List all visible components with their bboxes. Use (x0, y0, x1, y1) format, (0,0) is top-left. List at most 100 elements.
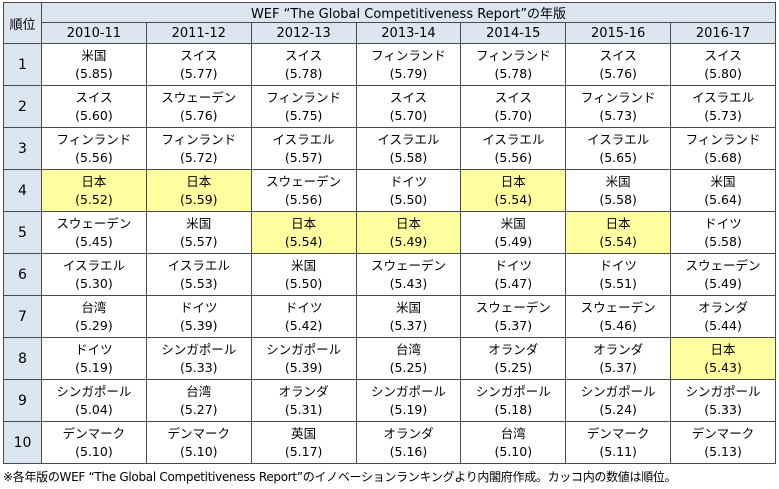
year-header: 2016-17 (670, 22, 776, 44)
table-cell: イスラエル (5.73) (670, 85, 776, 128)
score-value: (5.11) (599, 443, 637, 459)
table-cell: 台湾 (5.29) (41, 295, 147, 338)
country-name: スイス (75, 89, 113, 105)
table-cell: ドイツ (5.47) (460, 253, 567, 296)
table-cell-highlighted: 日本 (5.54) (460, 169, 567, 212)
table-cell: スイス (5.80) (670, 43, 776, 86)
country-name: 日本 (605, 215, 631, 231)
score-value: (5.25) (494, 359, 533, 375)
country-name: 台湾 (395, 341, 421, 357)
year-header: 2013-14 (355, 22, 462, 44)
score-value: (5.29) (75, 317, 113, 333)
country-name: ドイツ (75, 341, 113, 357)
country-name: フィンランド (685, 131, 761, 147)
country-name: イスラエル (62, 257, 125, 273)
score-value: (5.68) (704, 149, 742, 165)
country-name: デンマーク (586, 425, 650, 441)
score-value: (5.17) (284, 443, 323, 459)
table-cell: スイス (5.78) (250, 43, 357, 86)
score-value: (5.49) (494, 233, 533, 249)
table-cell: オランダ (5.37) (565, 337, 672, 380)
table-cell: オランダ (5.44) (670, 295, 776, 338)
score-value: (5.33) (704, 401, 742, 417)
table-cell: フィンランド (5.79) (355, 43, 462, 86)
rank-number: 3 (3, 127, 42, 170)
country-name: ドイツ (180, 299, 218, 315)
rank-number: 10 (3, 421, 42, 464)
year-header: 2014-15 (460, 22, 567, 44)
score-value: (5.45) (75, 233, 113, 249)
table-cell-highlighted: 日本 (5.54) (250, 211, 357, 254)
score-value: (5.50) (284, 275, 323, 291)
score-value: (5.58) (599, 191, 637, 207)
country-name: 英国 (291, 425, 317, 441)
country-name: フィンランド (266, 89, 341, 105)
score-value: (5.30) (75, 275, 113, 291)
table-cell: 台湾 (5.27) (145, 379, 252, 422)
table-cell: スイス (5.70) (355, 85, 462, 128)
table-cell: イスラエル (5.30) (41, 253, 147, 296)
ranking-table: 順位 WEF “The Global Competitiveness Repor… (3, 2, 776, 464)
score-value: (5.56) (494, 149, 533, 165)
table-cell: シンガポール (5.33) (670, 379, 776, 422)
score-value: (5.54) (494, 191, 533, 207)
country-name: イスラエル (587, 131, 650, 147)
score-value: (5.37) (494, 317, 533, 333)
score-value: (5.85) (75, 65, 113, 81)
year-header-row: 2010-11 2011-12 2012-13 2013-14 2014-15 2015-… (4, 22, 776, 44)
table-row: 8 ドイツ (5.19) シンガポール (5.33) シンガポール (5.39) 台湾 (5.2… (3, 337, 776, 380)
table-cell: オランダ (5.31) (250, 379, 357, 422)
table-cell: ドイツ (5.42) (250, 295, 357, 338)
score-value: (5.78) (284, 65, 323, 81)
country-name: スイス (389, 89, 428, 105)
country-name: フィンランド (161, 131, 237, 147)
country-name: ドイツ (389, 173, 428, 189)
score-value: (5.13) (704, 443, 742, 459)
score-value: (5.50) (389, 191, 428, 207)
country-name: フィンランド (475, 47, 551, 63)
table-row: 1 米国 (5.85) スイス (5.77) スイス (5.78) フィンランド (5.79) フ… (3, 43, 776, 86)
rank-number: 8 (3, 337, 42, 380)
score-value: (5.31) (284, 401, 323, 417)
score-value: (5.73) (599, 107, 637, 123)
country-name: スウェーデン (685, 257, 761, 273)
table-cell: 台湾 (5.10) (460, 421, 567, 464)
table-row: 5 スウェーデン (5.45) 米国 (5.57) 日本 (5.54) 日本 (5.49) 米国 (… (3, 211, 776, 254)
table-cell: スウェーデン (5.45) (41, 211, 147, 254)
table-cell: ドイツ (5.51) (565, 253, 672, 296)
table-cell: フィンランド (5.75) (250, 85, 357, 128)
rank-number: 9 (3, 379, 42, 422)
footnote: ※各年版のWEF “The Global Competitiveness Rep… (3, 470, 677, 484)
country-name: 日本 (81, 173, 107, 189)
country-name: 米国 (186, 215, 212, 231)
country-name: フィンランド (56, 131, 132, 147)
year-header: 2011-12 (145, 22, 252, 44)
score-value: (5.76) (179, 107, 218, 123)
score-value: (5.16) (389, 443, 428, 459)
score-value: (5.10) (179, 443, 218, 459)
score-value: (5.65) (599, 149, 637, 165)
table-cell: スイス (5.76) (565, 43, 672, 86)
country-name: 日本 (500, 173, 526, 189)
country-name: スイス (599, 47, 637, 63)
table-cell: フィンランド (5.68) (670, 127, 776, 170)
rank-number: 1 (3, 43, 42, 86)
country-name: 台湾 (186, 383, 212, 399)
country-name: 米国 (81, 47, 107, 63)
country-name: オランダ (278, 383, 329, 399)
score-value: (5.27) (179, 401, 218, 417)
table-cell: 米国 (5.49) (460, 211, 567, 254)
country-name: イスラエル (691, 89, 755, 105)
table-cell: シンガポール (5.33) (145, 337, 252, 380)
table-row: 7 台湾 (5.29) ドイツ (5.39) ドイツ (5.42) 米国 (5.37) スウェーデ… (3, 295, 776, 338)
country-name: ドイツ (494, 257, 533, 273)
country-name: スウェーデン (370, 257, 446, 273)
score-value: (5.25) (389, 359, 428, 375)
table-cell-highlighted: 日本 (5.54) (565, 211, 672, 254)
table-cell: スウェーデン (5.76) (145, 85, 252, 128)
score-value: (5.43) (704, 359, 742, 375)
score-value: (5.42) (284, 317, 323, 333)
table-cell: スイス (5.77) (145, 43, 252, 86)
table-cell: ドイツ (5.19) (41, 337, 147, 380)
table-cell: ドイツ (5.39) (145, 295, 252, 338)
